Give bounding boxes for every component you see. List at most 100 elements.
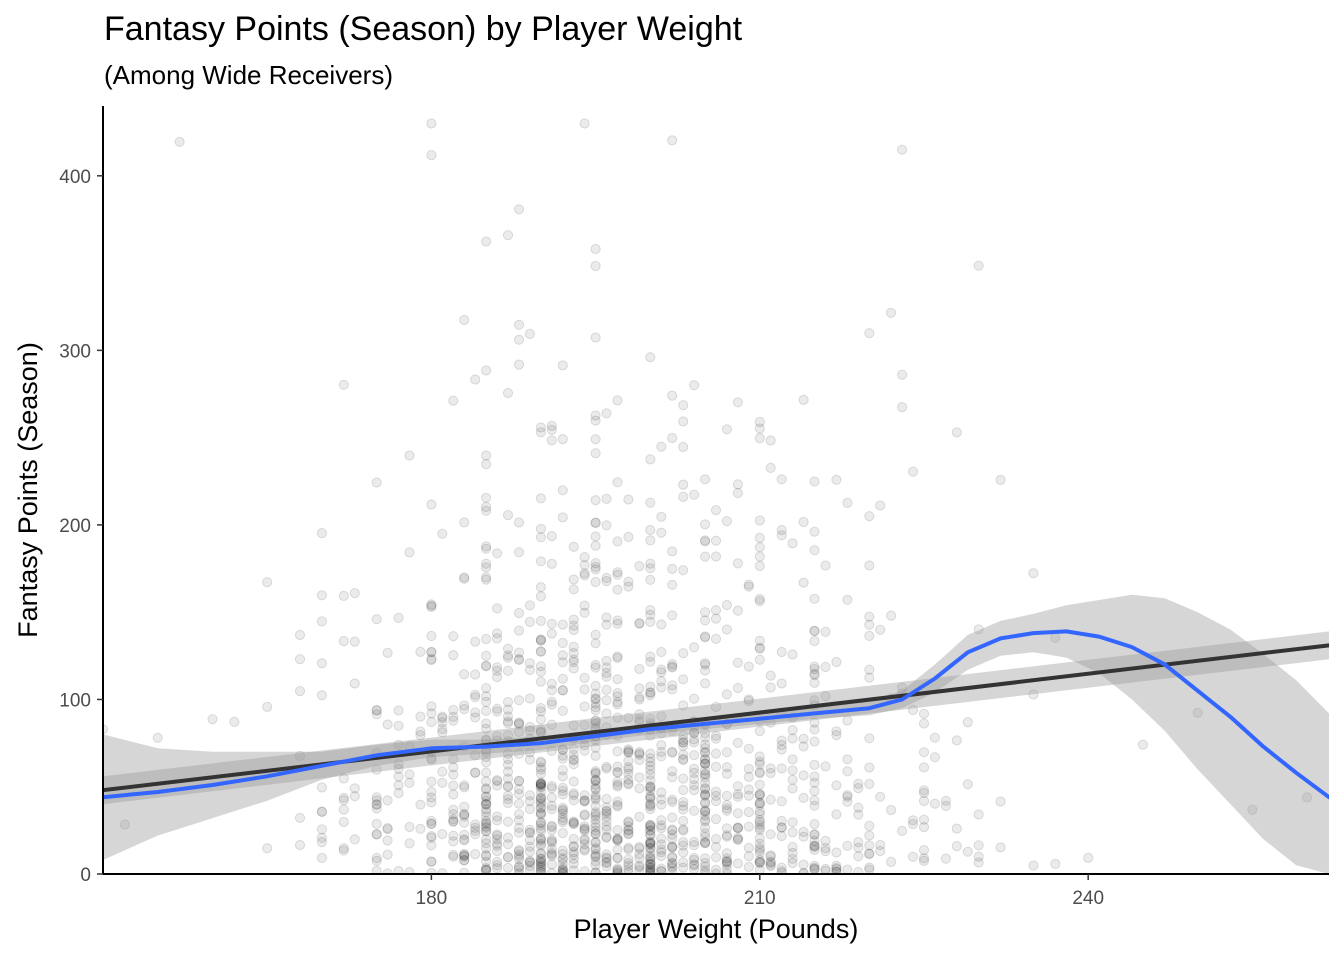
data-point (492, 830, 503, 841)
data-point (678, 749, 689, 760)
data-point (700, 631, 711, 642)
data-point (546, 531, 557, 542)
data-point (929, 798, 941, 809)
data-point (470, 692, 481, 703)
data-point (524, 747, 536, 758)
data-point (426, 856, 437, 867)
data-point (667, 812, 678, 823)
data-point (579, 568, 590, 579)
data-point (721, 689, 733, 700)
data-point (765, 856, 776, 867)
data-point (492, 665, 503, 676)
data-point (579, 790, 590, 801)
data-point (546, 618, 557, 629)
data-point (645, 859, 656, 870)
data-point (590, 662, 601, 673)
data-point (316, 852, 327, 864)
data-point (612, 712, 623, 723)
data-point (645, 862, 656, 874)
data-point (492, 731, 503, 742)
data-point (371, 865, 382, 874)
data-point (382, 719, 393, 730)
data-point (590, 332, 601, 343)
data-point (535, 768, 547, 779)
data-point (776, 815, 787, 827)
x-axis-label: Player Weight (Pounds) (574, 914, 859, 944)
data-point (754, 844, 765, 856)
data-point (776, 763, 787, 774)
data-point (371, 705, 382, 716)
data-point (568, 754, 579, 765)
data-point (743, 661, 754, 672)
chart-title: Fantasy Points (Season) by Player Weight (104, 10, 743, 48)
data-point (743, 771, 754, 783)
data-point (404, 547, 415, 558)
data-point (601, 805, 612, 816)
data-point (546, 678, 557, 689)
data-point (667, 866, 678, 874)
x-axis-ticks: 180 210 240 (416, 874, 1104, 909)
data-point (481, 864, 492, 874)
data-point (579, 570, 590, 581)
data-point (656, 441, 667, 452)
data-point (349, 834, 360, 845)
data-point (426, 792, 437, 803)
data-point (700, 789, 711, 800)
data-point (568, 776, 579, 787)
data-point (557, 789, 568, 800)
data-point (634, 849, 645, 860)
data-point (809, 625, 820, 637)
data-point (393, 739, 404, 750)
data-point (973, 857, 984, 868)
data-point (481, 757, 492, 768)
data-point (962, 717, 973, 728)
data-point (809, 635, 820, 647)
data-point (678, 797, 689, 808)
data-point (535, 787, 547, 798)
data-point (864, 820, 875, 832)
data-point (459, 669, 470, 680)
data-point (557, 785, 568, 797)
data-point (623, 821, 634, 832)
data-point (513, 846, 525, 857)
data-point (634, 754, 645, 766)
data-point (294, 839, 306, 851)
data-point (776, 796, 787, 807)
data-point (754, 857, 765, 869)
data-point (557, 828, 568, 839)
data-point (470, 849, 481, 860)
data-point (623, 778, 634, 789)
data-point (721, 855, 733, 867)
data-point (798, 741, 809, 752)
data-point (459, 517, 470, 528)
data-point (579, 701, 590, 712)
data-point (404, 867, 415, 874)
data-point (918, 762, 930, 773)
data-point (557, 619, 568, 630)
chart-subtitle: (Among Wide Receivers) (104, 60, 393, 90)
data-point (700, 858, 711, 869)
data-point (492, 775, 503, 786)
data-point (754, 819, 765, 830)
data-point (656, 751, 667, 762)
data-point (535, 817, 547, 829)
data-point (962, 846, 973, 857)
data-point (590, 716, 601, 727)
data-point (918, 845, 930, 856)
data-point (294, 812, 306, 824)
data-point (338, 804, 349, 815)
data-point (820, 560, 831, 571)
data-point (502, 851, 514, 863)
data-point (502, 797, 514, 809)
data-point (568, 795, 579, 806)
data-point (601, 811, 612, 823)
data-point (513, 654, 525, 666)
data-point (765, 435, 776, 446)
data-point (612, 834, 623, 845)
data-point (601, 493, 612, 504)
data-point (481, 856, 492, 867)
data-point (623, 581, 634, 592)
data-point (765, 850, 776, 861)
data-point (492, 662, 503, 673)
data-point (809, 829, 820, 840)
